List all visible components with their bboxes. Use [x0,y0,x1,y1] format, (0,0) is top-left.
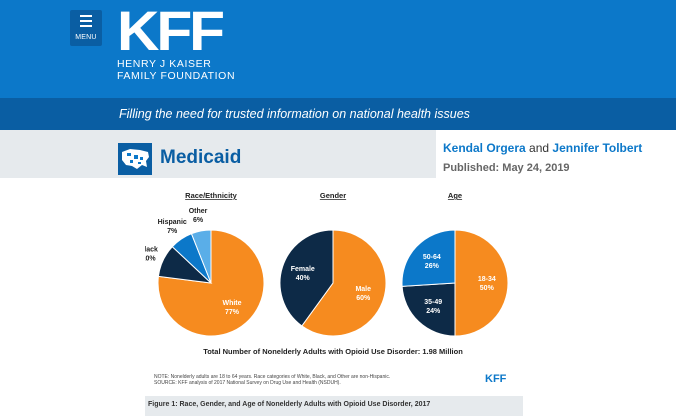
pie-title-gender: Gender [320,191,346,200]
site-header: MENU KFF HENRY J KAISER FAMILY FOUNDATIO… [0,0,676,98]
logo-line2: FAMILY FOUNDATION [117,70,236,82]
logo-mark: KFF [117,0,225,62]
pie-2-value-18-34: 50% [480,285,495,292]
pie-2-label-50-64: 50-64 [423,254,441,261]
pie-0-label-other: Other [189,208,208,215]
menu-button[interactable]: MENU [70,10,102,46]
pie-0-value-black: 10% [145,256,156,263]
menu-label: MENU [75,34,97,41]
byline-authors: Kendal Orgera and Jennifer Tolbert [443,141,642,155]
pie-2-label-35-49: 35-49 [424,299,442,306]
figure-chart-svg: Race/Ethnicity Gender Age White 77% Black 1… [145,191,509,386]
hamburger-icon [80,15,92,30]
us-map-icon[interactable] [118,143,152,175]
pie-0-label-black: Black [145,247,158,254]
tagline: Filling the need for trusted information… [119,107,470,121]
pie-0-value-white: 77% [225,309,240,316]
kff-logo[interactable]: KFF HENRY J KAISER FAMILY FOUNDATION [117,3,236,83]
pie-2-slice-18-34 [454,229,509,337]
pie-title-age: Age [448,191,462,200]
section-bar [0,130,436,178]
caption-bar: Figure 1: Race, Gender, and Age of Nonel… [145,396,523,416]
pie-0-value-other: 6% [193,217,204,224]
figure-opioid-pies: Race/Ethnicity Gender Age White 77% Black 1… [145,181,523,401]
pie-charts-group: White 77% Black 10% Hispanic 7% Other 6% Male 60%… [145,208,509,337]
pie-1-label-male: Male [355,286,371,293]
section-title[interactable]: Medicaid [160,147,242,168]
author-link-2[interactable]: Jennifer Tolbert [552,141,643,155]
pie-1-value-female: 40% [296,275,311,282]
pie-2-label-18-34: 18-34 [478,276,496,283]
author-link-1[interactable]: Kendal Orgera [443,141,526,155]
pie-0-label-white: White [222,300,241,307]
pie-1-slice-female [279,229,334,327]
figure-caption: Figure 1: Race, Gender, and Age of Nonel… [148,401,431,408]
tagline-bar: Filling the need for trusted information… [0,98,676,130]
figure-total-label: Total Number of Nonelderly Adults with O… [203,347,463,356]
logo-line1: HENRY J KAISER [117,58,212,70]
pie-0-label-hispanic: Hispanic [158,219,187,226]
pie-2-slice-50-64 [401,229,456,287]
figure-source: SOURCE: KFF analysis of 2017 National Su… [154,380,341,386]
pie-1-slice-male [301,229,387,337]
published-date: Published: May 24, 2019 [443,162,570,174]
pie-title-race: Race/Ethnicity [185,191,238,200]
pie-2-value-50-64: 26% [425,263,440,270]
pie-0-value-hispanic: 7% [167,228,178,235]
pie-1-value-male: 60% [356,295,371,302]
pie-2-slice-35-49 [401,282,456,337]
pie-1-label-female: Female [291,266,315,273]
byline-conjunction: and [529,141,550,155]
pie-2-value-35-49: 24% [426,308,441,315]
kff-watermark: KFF [485,373,507,385]
pie-0-slice-other [190,229,212,284]
figure-note: NOTE: Nonelderly adults are 18 to 64 yea… [154,374,390,380]
